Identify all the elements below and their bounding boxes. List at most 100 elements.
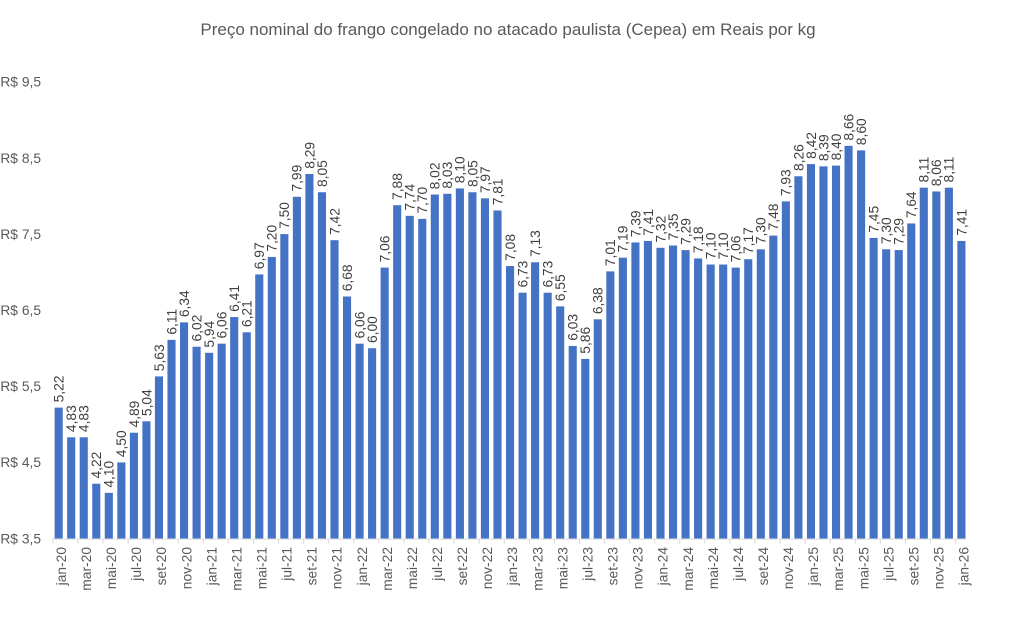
svg-text:R$ 7,5: R$ 7,5 — [0, 227, 41, 242]
svg-text:6,55: 6,55 — [553, 274, 568, 301]
svg-text:mai-20: mai-20 — [104, 547, 119, 589]
svg-text:Preço nominal do frango congel: Preço nominal do frango congelado no ata… — [200, 20, 815, 39]
svg-text:7,32: 7,32 — [653, 216, 668, 243]
svg-text:mai-24: mai-24 — [706, 547, 721, 589]
svg-text:5,63: 5,63 — [152, 344, 167, 371]
svg-text:7,74: 7,74 — [403, 183, 418, 210]
svg-text:mar-24: mar-24 — [681, 547, 696, 591]
svg-text:7,06: 7,06 — [729, 235, 744, 262]
svg-text:mar-21: mar-21 — [229, 547, 244, 591]
svg-text:R$ 9,5: R$ 9,5 — [0, 75, 41, 90]
svg-text:jul-21: jul-21 — [280, 547, 295, 582]
svg-text:4,50: 4,50 — [114, 430, 129, 457]
svg-text:mar-23: mar-23 — [530, 547, 545, 591]
svg-text:8,39: 8,39 — [816, 134, 831, 161]
svg-text:6,34: 6,34 — [177, 290, 192, 317]
svg-text:6,73: 6,73 — [515, 260, 530, 287]
svg-text:7,81: 7,81 — [490, 178, 505, 205]
svg-text:7,01: 7,01 — [603, 239, 618, 266]
svg-text:jan-21: jan-21 — [204, 547, 219, 586]
svg-text:R$ 5,5: R$ 5,5 — [0, 379, 41, 394]
svg-text:set-20: set-20 — [154, 547, 169, 586]
svg-text:6,06: 6,06 — [352, 311, 367, 338]
svg-text:7,19: 7,19 — [616, 225, 631, 252]
svg-text:nov-22: nov-22 — [480, 547, 495, 589]
svg-text:8,26: 8,26 — [791, 144, 806, 171]
svg-text:7,29: 7,29 — [678, 218, 693, 245]
svg-text:7,70: 7,70 — [415, 187, 430, 214]
svg-text:jan-22: jan-22 — [355, 547, 370, 586]
svg-text:8,60: 8,60 — [854, 118, 869, 145]
svg-text:8,06: 8,06 — [929, 159, 944, 186]
svg-text:set-25: set-25 — [906, 547, 921, 586]
svg-text:7,42: 7,42 — [327, 208, 342, 235]
svg-text:6,11: 6,11 — [164, 309, 179, 335]
svg-text:4,89: 4,89 — [127, 400, 142, 427]
svg-text:7,88: 7,88 — [390, 173, 405, 200]
svg-text:mai-23: mai-23 — [555, 547, 570, 589]
svg-text:R$ 3,5: R$ 3,5 — [0, 531, 41, 546]
svg-text:mar-20: mar-20 — [79, 547, 94, 591]
svg-text:jan-23: jan-23 — [505, 547, 520, 587]
svg-text:7,30: 7,30 — [879, 217, 894, 244]
svg-text:8,40: 8,40 — [829, 133, 844, 160]
svg-text:8,05: 8,05 — [315, 160, 330, 187]
svg-text:6,00: 6,00 — [365, 316, 380, 343]
svg-text:7,20: 7,20 — [265, 225, 280, 252]
svg-text:8,66: 8,66 — [841, 113, 856, 140]
svg-text:mai-22: mai-22 — [405, 547, 420, 589]
svg-text:7,29: 7,29 — [892, 218, 907, 245]
svg-text:8,05: 8,05 — [465, 160, 480, 187]
svg-text:mar-22: mar-22 — [380, 547, 395, 591]
svg-text:7,39: 7,39 — [628, 210, 643, 237]
svg-text:7,48: 7,48 — [766, 203, 781, 230]
svg-text:4,83: 4,83 — [64, 405, 79, 432]
svg-text:7,99: 7,99 — [290, 164, 305, 191]
svg-text:8,11: 8,11 — [942, 157, 957, 183]
svg-text:nov-23: nov-23 — [631, 547, 646, 590]
svg-text:7,41: 7,41 — [954, 209, 969, 236]
svg-text:7,10: 7,10 — [716, 232, 731, 259]
svg-text:jan-24: jan-24 — [656, 547, 671, 587]
svg-text:nov-21: nov-21 — [330, 547, 345, 589]
svg-text:6,41: 6,41 — [227, 285, 242, 312]
svg-text:4,10: 4,10 — [102, 460, 117, 487]
svg-text:7,35: 7,35 — [666, 213, 681, 240]
svg-text:jul-24: jul-24 — [731, 547, 746, 582]
svg-text:6,97: 6,97 — [252, 242, 267, 269]
svg-text:mai-21: mai-21 — [254, 547, 269, 589]
svg-text:set-21: set-21 — [305, 547, 320, 585]
svg-text:8,03: 8,03 — [440, 161, 455, 188]
svg-text:7,93: 7,93 — [779, 169, 794, 196]
svg-text:7,13: 7,13 — [528, 230, 543, 257]
svg-text:8,10: 8,10 — [453, 156, 468, 183]
svg-text:jul-23: jul-23 — [580, 547, 595, 582]
svg-text:5,04: 5,04 — [139, 389, 154, 416]
svg-text:7,18: 7,18 — [691, 226, 706, 253]
svg-text:R$ 4,5: R$ 4,5 — [0, 455, 41, 470]
svg-text:nov-20: nov-20 — [179, 547, 194, 590]
svg-text:nov-25: nov-25 — [932, 547, 947, 590]
svg-text:jul-20: jul-20 — [129, 547, 144, 582]
svg-text:6,03: 6,03 — [566, 314, 581, 341]
svg-text:7,06: 7,06 — [378, 235, 393, 262]
svg-text:mar-25: mar-25 — [831, 547, 846, 591]
svg-text:6,73: 6,73 — [541, 260, 556, 287]
svg-text:8,42: 8,42 — [804, 132, 819, 159]
svg-text:jan-26: jan-26 — [957, 547, 972, 587]
svg-text:5,22: 5,22 — [52, 376, 67, 403]
svg-text:7,97: 7,97 — [478, 166, 493, 193]
svg-text:nov-24: nov-24 — [781, 547, 796, 590]
svg-text:set-22: set-22 — [455, 547, 470, 585]
svg-text:7,17: 7,17 — [741, 227, 756, 254]
svg-text:mai-25: mai-25 — [856, 547, 871, 589]
svg-text:8,11: 8,11 — [917, 157, 932, 183]
svg-text:set-23: set-23 — [606, 547, 621, 586]
svg-text:7,45: 7,45 — [866, 206, 881, 233]
svg-text:6,02: 6,02 — [189, 315, 204, 342]
svg-text:R$ 6,5: R$ 6,5 — [0, 303, 41, 318]
svg-text:jan-25: jan-25 — [806, 547, 821, 587]
svg-text:5,94: 5,94 — [202, 320, 217, 347]
svg-text:8,02: 8,02 — [428, 162, 443, 189]
svg-text:7,41: 7,41 — [641, 209, 656, 236]
